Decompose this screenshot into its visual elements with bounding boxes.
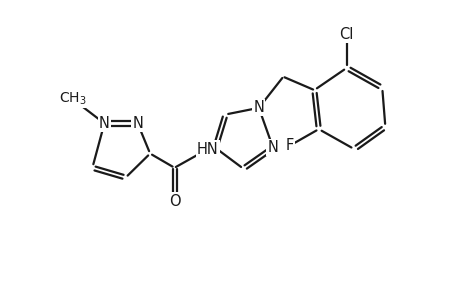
Text: CH$_3$: CH$_3$	[58, 91, 86, 107]
Text: N: N	[132, 116, 143, 131]
Text: HN: HN	[196, 142, 218, 157]
Text: N: N	[253, 100, 264, 115]
Text: F: F	[285, 138, 293, 153]
Text: N: N	[99, 116, 110, 131]
Text: O: O	[168, 194, 180, 208]
Text: N: N	[267, 140, 278, 155]
Text: Cl: Cl	[339, 27, 353, 42]
